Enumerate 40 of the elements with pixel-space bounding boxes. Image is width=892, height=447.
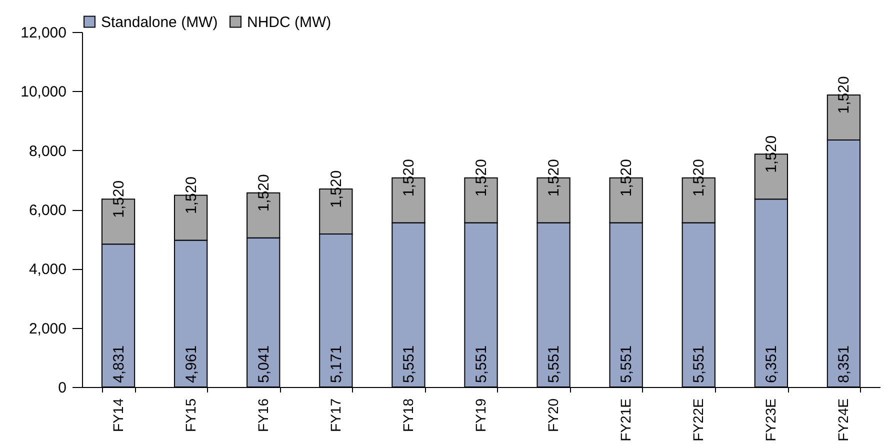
data-label: 1,520 bbox=[763, 135, 780, 173]
x-tick-label: FY18 bbox=[400, 398, 416, 432]
data-label: 1,520 bbox=[110, 180, 128, 218]
x-tick-label: FY21E bbox=[618, 398, 634, 442]
data-label: 1,520 bbox=[618, 159, 636, 197]
x-tick-label: FY16 bbox=[254, 398, 271, 432]
data-label: 8,351 bbox=[836, 345, 853, 383]
y-tick-label: 10,000 bbox=[20, 84, 66, 101]
x-tick-label: FY14 bbox=[110, 398, 126, 432]
y-tick-label: 12,000 bbox=[20, 24, 66, 42]
data-label: 5,551 bbox=[618, 345, 636, 383]
data-label: 1,520 bbox=[546, 159, 563, 197]
y-tick-label: 2,000 bbox=[28, 320, 66, 338]
x-tick-label: FY19 bbox=[472, 398, 488, 432]
x-tick-label: FY22E bbox=[690, 398, 706, 442]
x-tick-label: FY23E bbox=[762, 398, 779, 442]
y-tick-label: 4,000 bbox=[28, 261, 66, 278]
data-label: 4,831 bbox=[110, 345, 128, 383]
data-label: 4,961 bbox=[182, 345, 200, 383]
data-label: 1,520 bbox=[182, 176, 200, 214]
y-tick-label: 0 bbox=[58, 380, 66, 396]
x-tick-label: FY24E bbox=[835, 398, 852, 442]
data-label: 5,551 bbox=[473, 345, 490, 383]
data-label: 1,520 bbox=[690, 159, 708, 197]
y-tick-label: 6,000 bbox=[28, 202, 66, 219]
data-label: 5,551 bbox=[400, 345, 418, 383]
data-label: 6,351 bbox=[763, 345, 780, 383]
data-label: 5,041 bbox=[255, 345, 272, 383]
x-tick-label: FY17 bbox=[327, 398, 344, 432]
data-label: 1,520 bbox=[400, 159, 418, 197]
data-label: 5,551 bbox=[690, 345, 708, 383]
legend-label: Standalone (MW) bbox=[101, 14, 218, 31]
data-label: 5,171 bbox=[328, 345, 345, 383]
x-tick-label: FY15 bbox=[182, 398, 198, 432]
data-label: 5,551 bbox=[546, 345, 563, 383]
y-tick-label: 8,000 bbox=[28, 142, 66, 160]
data-label: 1,520 bbox=[255, 174, 272, 212]
legend-label: NHDC (MW) bbox=[247, 14, 332, 31]
x-tick-label: FY20 bbox=[545, 398, 562, 432]
data-label: 1,520 bbox=[473, 159, 490, 197]
